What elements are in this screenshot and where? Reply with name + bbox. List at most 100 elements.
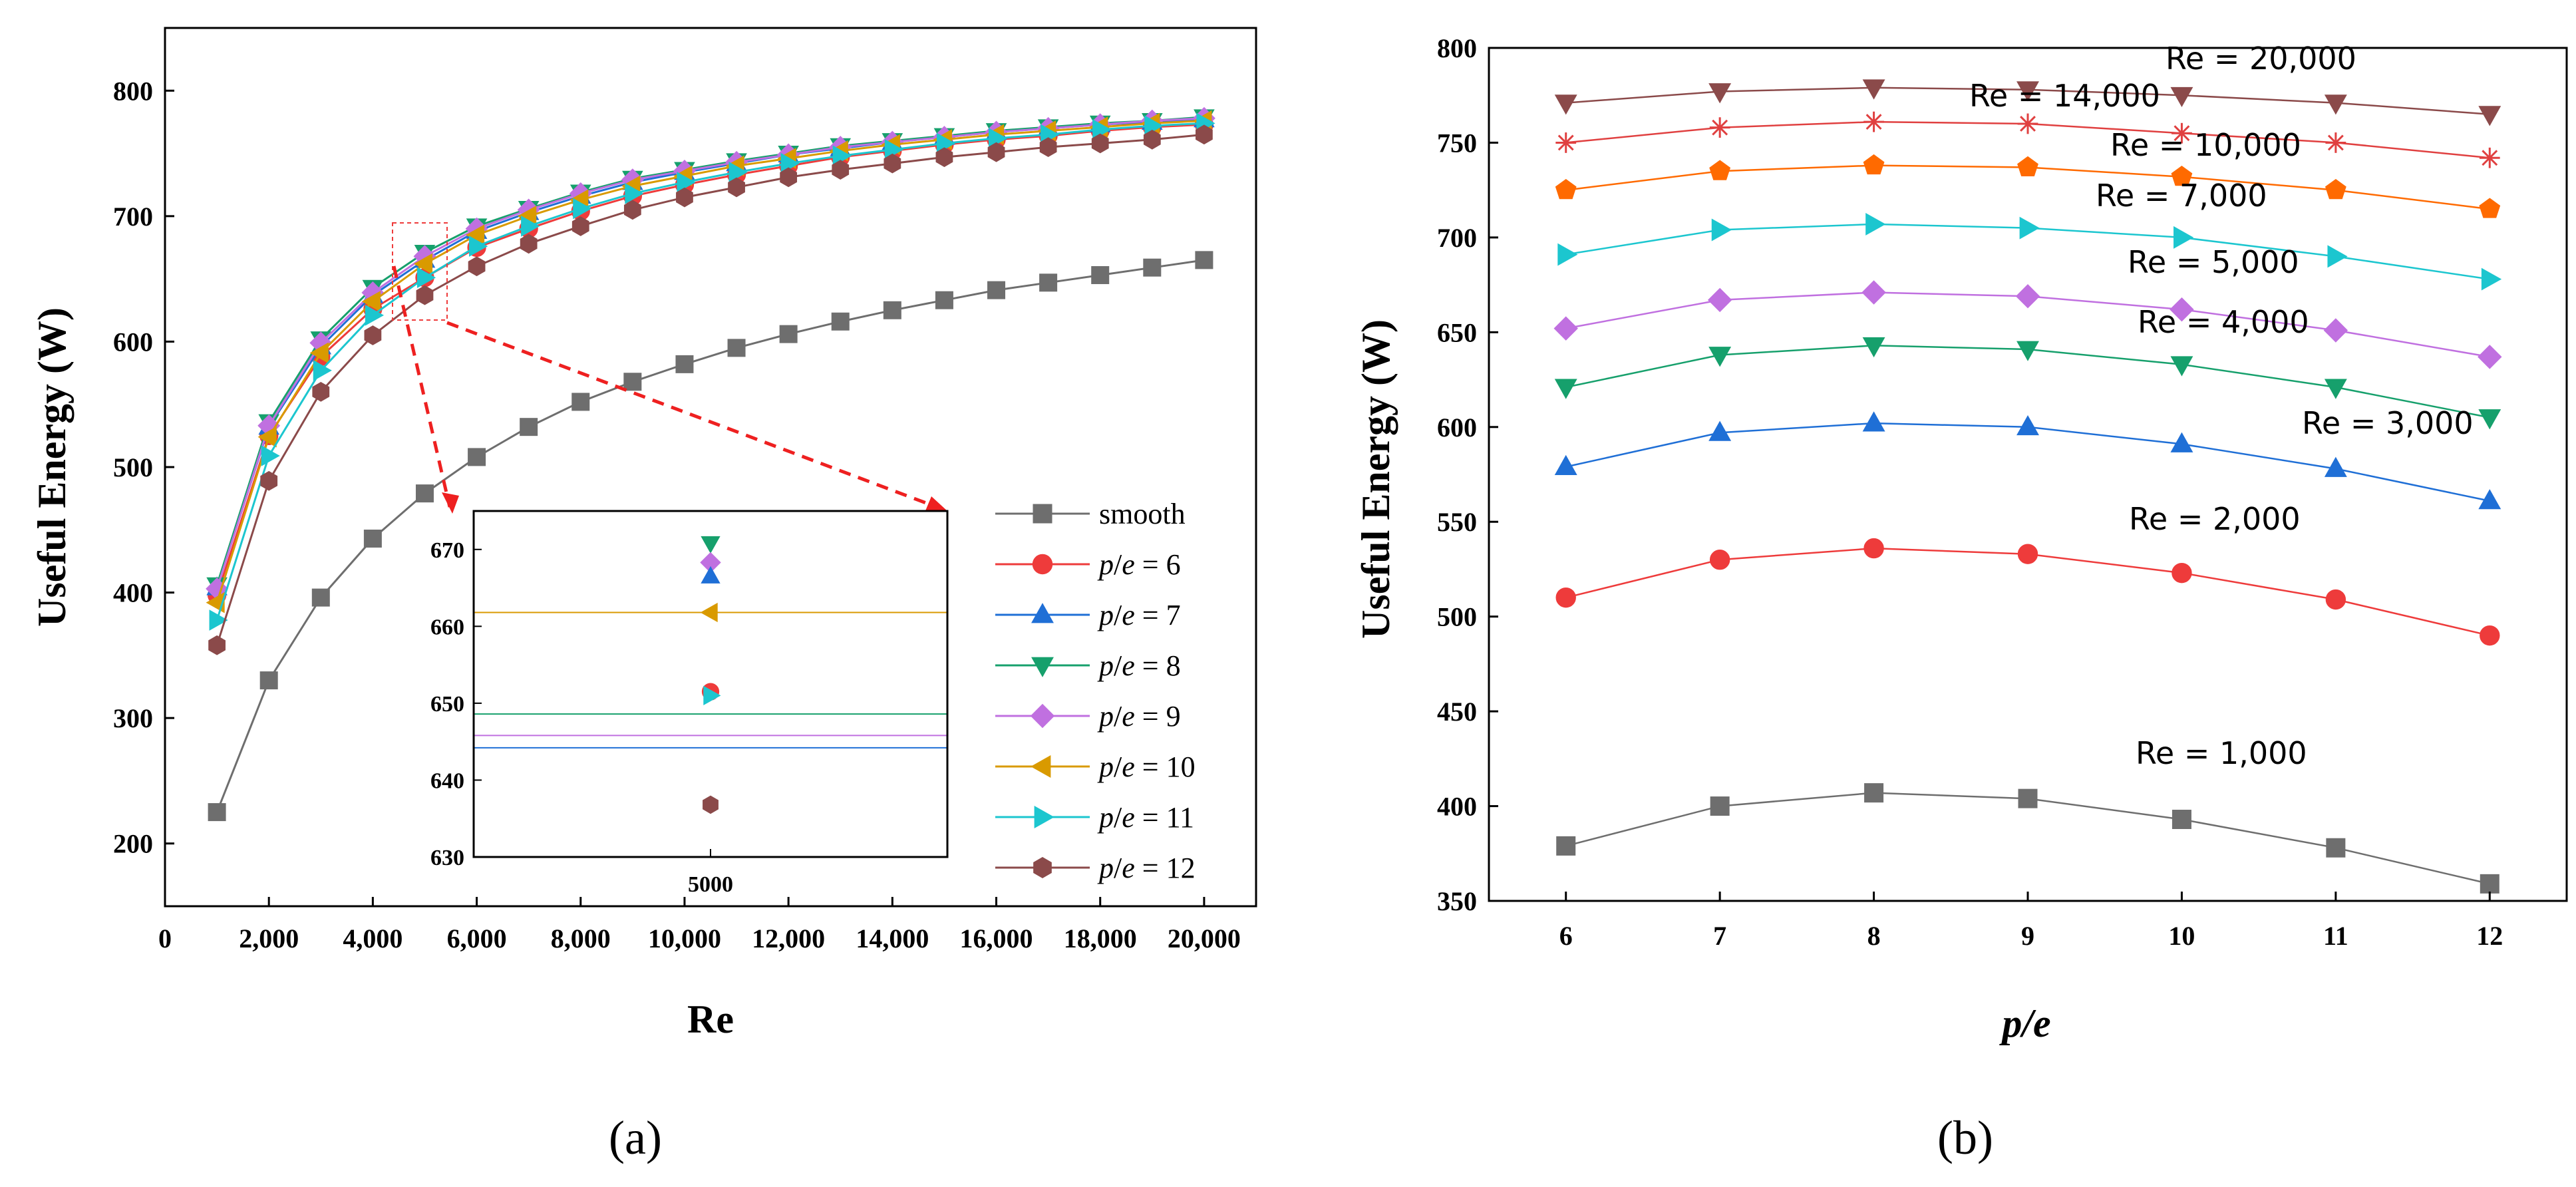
legend-item-p7: p/e = 7	[995, 599, 1181, 631]
panel-b-point-5-6	[2481, 267, 2502, 291]
panel-a-x-tick-label-7: 14,000	[856, 924, 929, 953]
panel-b-point-2-5	[2324, 456, 2347, 477]
panel-b-point-4-3	[2015, 283, 2040, 309]
panel-a-y-tick-label-4: 600	[113, 327, 153, 357]
panel-b-point-7-4	[2172, 122, 2192, 144]
data-point-p11-1	[261, 445, 280, 466]
panel-b-y-tick-label-4: 550	[1437, 507, 1477, 537]
panel-b-point-6-1	[1709, 160, 1731, 180]
panel-b-point-0-4	[2172, 809, 2191, 829]
data-point-p12-0	[208, 635, 226, 655]
panel-b-x-axis-title: p/e	[1999, 1001, 2050, 1045]
inset-connector-left	[392, 265, 452, 508]
panel-b-x-tick-label-4: 10	[2168, 921, 2195, 951]
inset-point-p12	[703, 795, 719, 814]
data-point-p12-18	[1143, 129, 1161, 150]
inset-connector-right	[446, 321, 937, 509]
data-point-p12-16	[1039, 137, 1057, 158]
data-point-p11-6	[521, 216, 540, 237]
legend-marker-p9	[1030, 703, 1055, 729]
series-line-p12	[216, 133, 1205, 646]
data-point-smooth-5	[468, 448, 486, 466]
panel-b-point-5-2	[1865, 212, 1886, 236]
legend-item-p9: p/e = 9	[995, 700, 1181, 733]
panel-b-y-tick-label-9: 800	[1437, 33, 1477, 63]
panel-b-x-tick-label-1: 7	[1713, 921, 1726, 951]
panel-a-label: (a)	[609, 1111, 662, 1164]
panel-b-point-7-1	[1709, 117, 1730, 138]
panel-b-series-0	[1556, 783, 2499, 894]
panel-b-point-6-6	[2479, 198, 2501, 218]
data-point-smooth-3	[363, 529, 382, 548]
panel-b-series-8	[1554, 79, 2501, 126]
data-point-smooth-14	[935, 291, 953, 309]
panel-b-point-1-3	[2017, 544, 2038, 564]
inset-y-tick-label-3: 660	[430, 615, 464, 639]
panel-b-point-6-3	[2017, 156, 2038, 177]
data-point-smooth-11	[779, 325, 798, 343]
panel-b-x-tick-label-6: 12	[2476, 921, 2503, 951]
series-p12	[208, 124, 1213, 655]
data-point-smooth-12	[831, 312, 850, 331]
data-point-smooth-0	[208, 803, 226, 822]
panel-a-x-ticks: 0 2,000 4,000 6,000 8,000 10,000 12,000 14,000 1…	[158, 897, 1241, 953]
data-point-p12-5	[468, 256, 486, 277]
legend-label-p10: p/e = 10	[1097, 751, 1196, 783]
inset-point-p8	[701, 536, 721, 554]
data-point-smooth-1	[259, 671, 278, 690]
data-point-p12-2	[312, 381, 330, 402]
data-point-p10-1	[257, 426, 277, 448]
panel-b-point-4-6	[2478, 345, 2502, 369]
data-point-smooth-10	[727, 339, 746, 357]
inset-y-ticks: 630 640 650 660 670	[430, 538, 482, 870]
legend-label-p7: p/e = 7	[1097, 599, 1181, 631]
panel-b-point-1-0	[1555, 587, 1576, 608]
data-point-p10-4	[413, 253, 433, 275]
data-point-p12-15	[987, 142, 1005, 162]
panel-b-series-label-7: Re = 14,000	[1969, 78, 2160, 114]
inset-y-tick-label-0: 630	[430, 846, 464, 870]
panel-b-x-tick-label-5: 11	[2323, 921, 2348, 951]
panel-b-series-label-3: Re = 4,000	[2138, 304, 2309, 340]
data-point-p12-1	[260, 470, 278, 491]
panel-b-series-label-2: Re = 3,000	[2302, 405, 2474, 441]
data-point-p10-2	[309, 342, 329, 364]
panel-b-x-tick-label-2: 8	[1867, 921, 1881, 951]
panel-a-x-tick-label-6: 12,000	[752, 924, 825, 953]
panel-b-point-2-6	[2478, 489, 2501, 510]
data-point-p12-19	[1196, 124, 1213, 145]
legend-marker-p8	[1031, 657, 1054, 677]
inset-y-tick-label-1: 640	[430, 768, 464, 793]
panel-b-point-1-4	[2172, 562, 2192, 584]
data-point-p12-17	[1091, 133, 1109, 154]
data-point-p12-6	[520, 234, 538, 254]
panel-a-x-tick-label-2: 4,000	[343, 924, 402, 953]
panel-b-point-7-5	[2325, 132, 2346, 153]
data-point-p12-12	[832, 160, 850, 180]
panel-a-x-tick-label-3: 6,000	[447, 924, 507, 953]
panel-b-point-6-2	[1863, 154, 1885, 175]
data-point-smooth-15	[987, 281, 1006, 299]
panel-b-y-ticks: 350 400 450 500 550 600 650 700 750 800	[1437, 33, 1498, 916]
inset-content	[474, 536, 947, 814]
panel-b-series-4	[1553, 280, 2502, 369]
panel-b-point-0-2	[1864, 783, 1884, 803]
panel-b-point-1-6	[2480, 625, 2500, 646]
panel-b-series-labels: Re = 1,000 Re = 2,000 Re = 3,000 Re = 4,000…	[1969, 41, 2474, 771]
panel-b-point-0-1	[1710, 796, 1730, 816]
legend-item-smooth: smooth	[995, 498, 1186, 530]
panel-b-series-2	[1554, 411, 2501, 510]
data-point-p12-3	[364, 325, 382, 345]
data-point-smooth-17	[1091, 265, 1110, 284]
panel-b-series-3	[1554, 337, 2501, 430]
legend-marker-p10	[1031, 755, 1051, 778]
panel-b-point-3-6	[2478, 409, 2501, 430]
panel-b-point-7-6	[2479, 147, 2500, 168]
panel-b-series-label-6: Re = 10,000	[2110, 127, 2301, 163]
panel-b-point-8-6	[2478, 106, 2501, 126]
panel-a-x-tick-label-1: 2,000	[239, 924, 299, 953]
data-point-p12-11	[780, 167, 798, 188]
data-point-p10-0	[206, 592, 225, 613]
panel-b-point-0-3	[2018, 788, 2038, 808]
panel-b-point-6-0	[1555, 178, 1577, 200]
